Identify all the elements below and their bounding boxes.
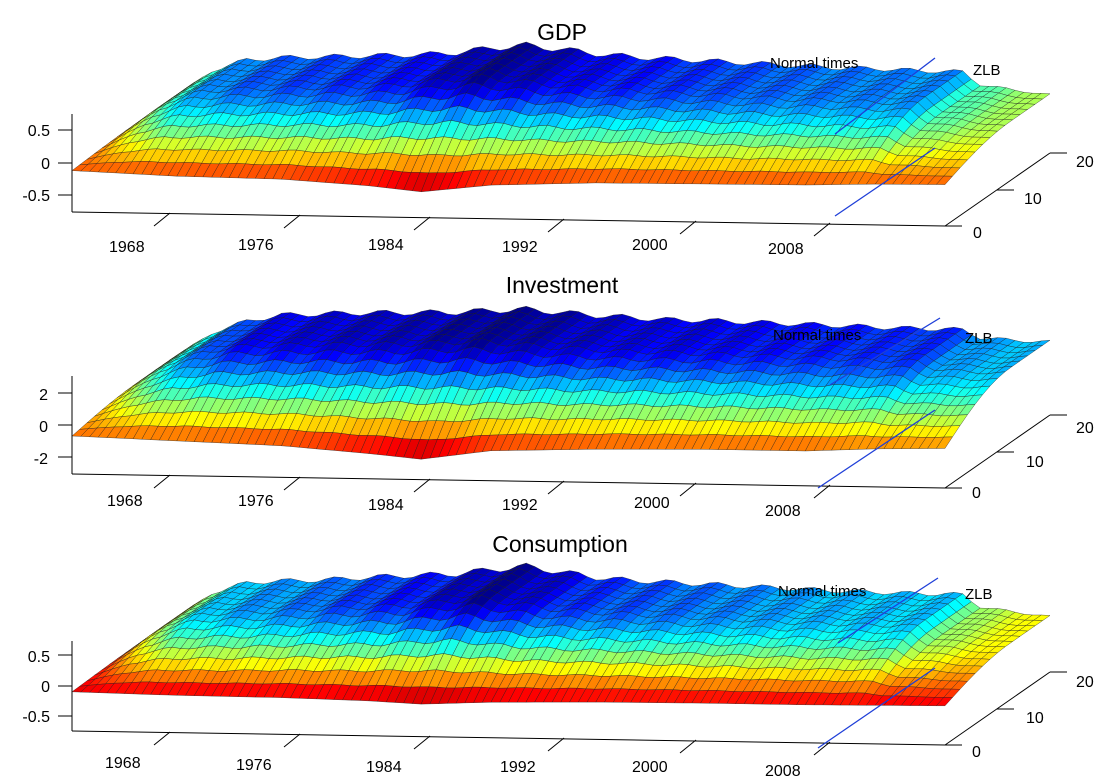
x-tick-label: 2000 — [632, 237, 668, 254]
annotation-zlb: ZLB — [965, 586, 993, 603]
x-tick-label: 1984 — [368, 237, 404, 254]
z-ticks: 0.5 0 -0.5 — [22, 123, 72, 205]
x-tick-mark — [283, 733, 301, 748]
x-tick-mark — [413, 478, 431, 493]
annotation-zlb: ZLB — [965, 330, 993, 347]
x-tick-label: 2008 — [765, 503, 801, 520]
z-tick-label: 0 — [41, 679, 50, 696]
x-tick-mark — [153, 212, 171, 227]
x-tick-mark — [547, 737, 565, 752]
y-tick-label: 10 — [1026, 710, 1044, 727]
y-tick-label: 0 — [973, 225, 982, 242]
x-tick-mark — [283, 476, 301, 491]
divider-line — [834, 147, 936, 217]
z-tick-label: -0.5 — [22, 709, 50, 726]
surface — [71, 306, 1051, 460]
y-ticks: 0 10 20 — [945, 414, 1094, 502]
x-tick-mark — [679, 482, 697, 497]
panel-title: GDP — [537, 19, 587, 45]
surface-patch — [935, 175, 953, 185]
annotation-normal-times: Normal times — [773, 327, 861, 344]
z-tick-label: -0.5 — [22, 188, 50, 205]
y-tick-label: 10 — [1026, 454, 1044, 471]
x-tick-label: 1992 — [502, 497, 538, 514]
x-ticks: 1968 1976 1984 1992 2000 2008 — [107, 474, 831, 520]
y-ticks: 0 10 20 — [945, 152, 1094, 242]
surface — [71, 41, 1051, 193]
x-tick-label: 2000 — [632, 759, 668, 776]
y-ticks: 0 10 20 — [945, 671, 1094, 761]
x-tick-label: 2000 — [634, 495, 670, 512]
x-ticks: 1968 1976 1984 1992 2000 2008 — [105, 731, 831, 780]
x-tick-mark — [413, 216, 431, 231]
x-tick-label: 1992 — [502, 239, 538, 256]
z-tick-label: 2 — [39, 387, 48, 404]
annotation-normal-times: Normal times — [778, 583, 866, 600]
surface — [71, 562, 1051, 706]
x-axis-line — [71, 211, 946, 227]
x-axis-line — [71, 473, 946, 489]
investment-panel: Investment Normal times ZLB 2 0 -2 1968 … — [34, 272, 1094, 520]
z-ticks: 2 0 -2 — [34, 387, 72, 468]
y-tick-label: 20 — [1076, 674, 1094, 691]
x-tick-mark — [813, 741, 831, 756]
x-tick-label: 2008 — [765, 763, 801, 780]
x-tick-mark — [547, 218, 565, 233]
x-tick-mark — [679, 220, 697, 235]
x-tick-label: 1968 — [107, 493, 143, 510]
y-tick-label: 20 — [1076, 154, 1094, 171]
z-ticks: 0.5 0 -0.5 — [22, 649, 72, 726]
panel-title: Investment — [506, 272, 619, 298]
x-tick-mark — [547, 480, 565, 495]
y-tick-label: 20 — [1076, 420, 1094, 437]
y-tick-label: 10 — [1024, 191, 1042, 208]
x-tick-label: 1984 — [366, 759, 402, 776]
z-tick-label: -2 — [34, 451, 48, 468]
x-tick-label: 1984 — [368, 497, 404, 514]
x-tick-label: 1968 — [109, 239, 145, 256]
x-tick-label: 1968 — [105, 755, 141, 772]
gdp-panel: GDP Normal times ZLB 0.5 0 -0.5 1968 197… — [22, 19, 1093, 258]
z-tick-label: 0 — [39, 419, 48, 436]
x-tick-mark — [283, 214, 301, 229]
panel-title: Consumption — [492, 531, 628, 557]
y-tick-label: 0 — [972, 485, 981, 502]
z-tick-label: 0.5 — [28, 123, 50, 140]
annotation-normal-times: Normal times — [770, 55, 858, 72]
divider-line — [834, 57, 936, 135]
x-tick-mark — [813, 222, 831, 237]
x-axis-line — [71, 730, 946, 746]
z-tick-label: 0.5 — [28, 649, 50, 666]
x-tick-mark — [413, 735, 431, 750]
x-ticks: 1968 1976 1984 1992 2000 2008 — [109, 212, 831, 258]
x-tick-label: 1976 — [236, 757, 272, 774]
x-tick-label: 1992 — [500, 759, 536, 776]
x-tick-label: 2008 — [768, 241, 804, 258]
x-tick-mark — [153, 731, 171, 746]
x-tick-mark — [679, 739, 697, 754]
x-tick-mark — [813, 484, 831, 499]
x-tick-label: 1976 — [238, 237, 274, 254]
z-tick-label: 0 — [41, 156, 50, 173]
x-tick-label: 1976 — [238, 493, 274, 510]
y-tick-label: 0 — [972, 744, 981, 761]
annotation-zlb: ZLB — [973, 62, 1001, 79]
x-tick-mark — [153, 474, 171, 489]
consumption-panel: Consumption Normal times ZLB 0.5 0 -0.5 … — [22, 531, 1093, 780]
